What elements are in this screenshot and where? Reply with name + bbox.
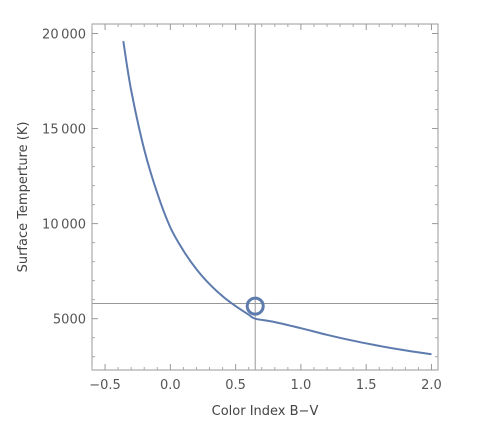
y-tick-label: 10 000 (42, 218, 86, 233)
x-tick-label: −0.5 (89, 378, 121, 393)
x-tick-label: 0.5 (225, 378, 246, 393)
marker-circle (245, 296, 265, 316)
plot-frame (91, 23, 439, 371)
y-tick-label: 15 000 (42, 123, 86, 138)
series-line-temperature (122, 40, 432, 356)
y-axis-label: Surface Temperture (K) (16, 122, 31, 273)
x-tick-label: 2.0 (421, 378, 442, 393)
y-tick-label: 20 000 (42, 28, 86, 43)
ticks-layer: −0.5 0.0 0.5 1.0 1.5 2.0 5000 10 000 15 000 20 00… (42, 24, 442, 393)
x-tick-label: 1.5 (356, 378, 377, 393)
reference-lines (92, 24, 438, 370)
x-tick-label: 1.0 (291, 378, 312, 393)
x-tick-label: 0.0 (160, 378, 181, 393)
x-axis-label: Color Index B−V (212, 404, 319, 419)
y-tick-label: 5000 (53, 313, 86, 328)
